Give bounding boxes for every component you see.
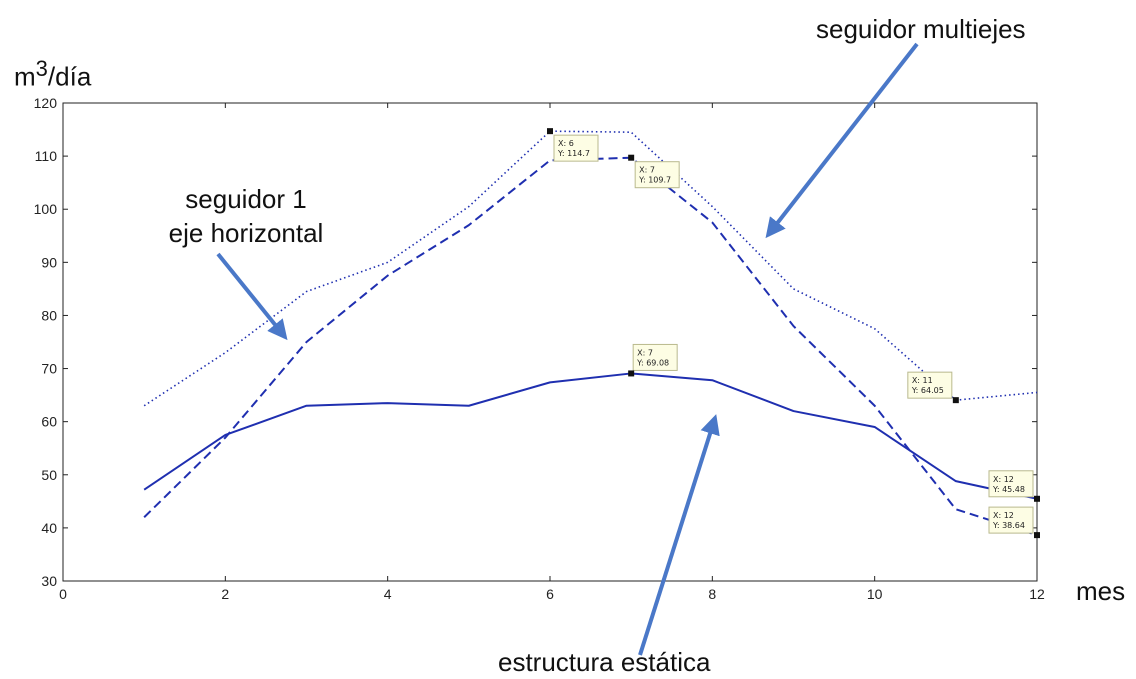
datatip-box: [988, 506, 1034, 534]
datatip-y-text: Y: 114.7: [557, 149, 590, 158]
datatip-x-text: X: 12: [993, 511, 1014, 520]
arrow-to-horizontal-icon: [216, 252, 288, 341]
y-axis-label-unit: /día: [47, 61, 92, 92]
x-tick-label: 0: [59, 586, 67, 602]
y-axis-label-superscript: 3: [35, 56, 48, 81]
datatip-marker: [628, 370, 635, 377]
datatip-y-text: Y: 69.08: [636, 358, 669, 367]
datatip-marker: [1034, 495, 1040, 502]
y-axis-label-base: m: [14, 61, 36, 92]
x-tick-label: 2: [221, 586, 229, 602]
datatip-box: [632, 343, 678, 371]
annotation-seguidor-horizontal-line2: eje horizontal: [168, 218, 324, 248]
datatip-box: [553, 134, 599, 162]
datatip: X: 12Y: 45.48: [988, 470, 1040, 502]
datatip: X: 7Y: 69.08: [628, 343, 678, 377]
datatip-marker: [1034, 532, 1040, 539]
series-line-solid: [143, 372, 1038, 500]
datatip: X: 7Y: 109.7: [628, 154, 680, 189]
datatip-x-text: X: 12: [993, 475, 1014, 484]
y-tick-label: 110: [35, 148, 58, 164]
annotation-seguidor-multiejes: seguidor multiejes: [816, 14, 1026, 44]
datatip-x-text: X: 7: [639, 166, 655, 175]
annotation-seguidor-horizontal-line1: seguidor 1: [185, 184, 307, 214]
plot-area: [62, 102, 1038, 582]
datatip-x-text: X: 11: [912, 376, 933, 385]
datatip-marker: [952, 397, 959, 404]
x-tick-label: 4: [384, 586, 392, 602]
datatip-x-text: X: 6: [558, 139, 574, 148]
y-tick-label: 50: [41, 467, 57, 483]
series-line-dotted: [143, 130, 1038, 407]
x-tick-label: 12: [1029, 586, 1045, 602]
x-tick-label: 8: [708, 586, 716, 602]
datatip-box: [907, 371, 953, 399]
y-tick-label: 30: [41, 573, 57, 589]
datatip-y-text: Y: 45.48: [992, 485, 1025, 494]
annotation-estructura-estatica: estructura estática: [498, 647, 711, 677]
y-tick-label: 70: [41, 361, 57, 377]
datatip: X: 11Y: 64.05: [907, 371, 959, 404]
annotation-seguidor-horizontal: seguidor 1 eje horizontal: [136, 182, 356, 250]
arrow-to-multiejes-icon: [765, 42, 919, 239]
datatip-y-text: Y: 38.64: [992, 521, 1025, 530]
datatip-y-text: Y: 109.7: [638, 176, 671, 185]
y-tick-label: 120: [34, 95, 58, 111]
datatip-marker: [547, 128, 553, 135]
datatip-y-text: Y: 64.05: [911, 386, 944, 395]
datatip-x-text: X: 7: [637, 348, 653, 357]
y-tick-label: 90: [41, 254, 57, 270]
datatip: X: 6Y: 114.7: [547, 128, 599, 162]
x-axis-label: mes: [1076, 576, 1126, 606]
datatips: X: 6Y: 114.7X: 7Y: 109.7X: 7Y: 69.08X: 1…: [547, 128, 1040, 539]
annotation-arrows: [216, 42, 919, 656]
y-tick-label: 60: [41, 414, 57, 430]
series-line-dashed: [143, 156, 1038, 537]
y-tick-label: 80: [41, 307, 57, 323]
datatip-box: [634, 161, 680, 189]
series-lines: [143, 130, 1038, 537]
y-tick-label: 100: [34, 201, 58, 217]
y-axis-label: m3/día: [14, 56, 91, 93]
axis-ticks: 0 2 4 6 8 10 12 30 40 50 60 70 80 90 100 110 120: [34, 95, 1045, 602]
datatip: X: 12Y: 38.64: [988, 506, 1040, 539]
datatip-box: [988, 470, 1034, 498]
y-tick-label: 40: [41, 520, 57, 536]
x-tick-label: 6: [546, 586, 554, 602]
x-tick-label: 10: [867, 586, 883, 602]
arrow-to-estatica-icon: [638, 414, 720, 656]
datatip-marker: [628, 154, 635, 161]
